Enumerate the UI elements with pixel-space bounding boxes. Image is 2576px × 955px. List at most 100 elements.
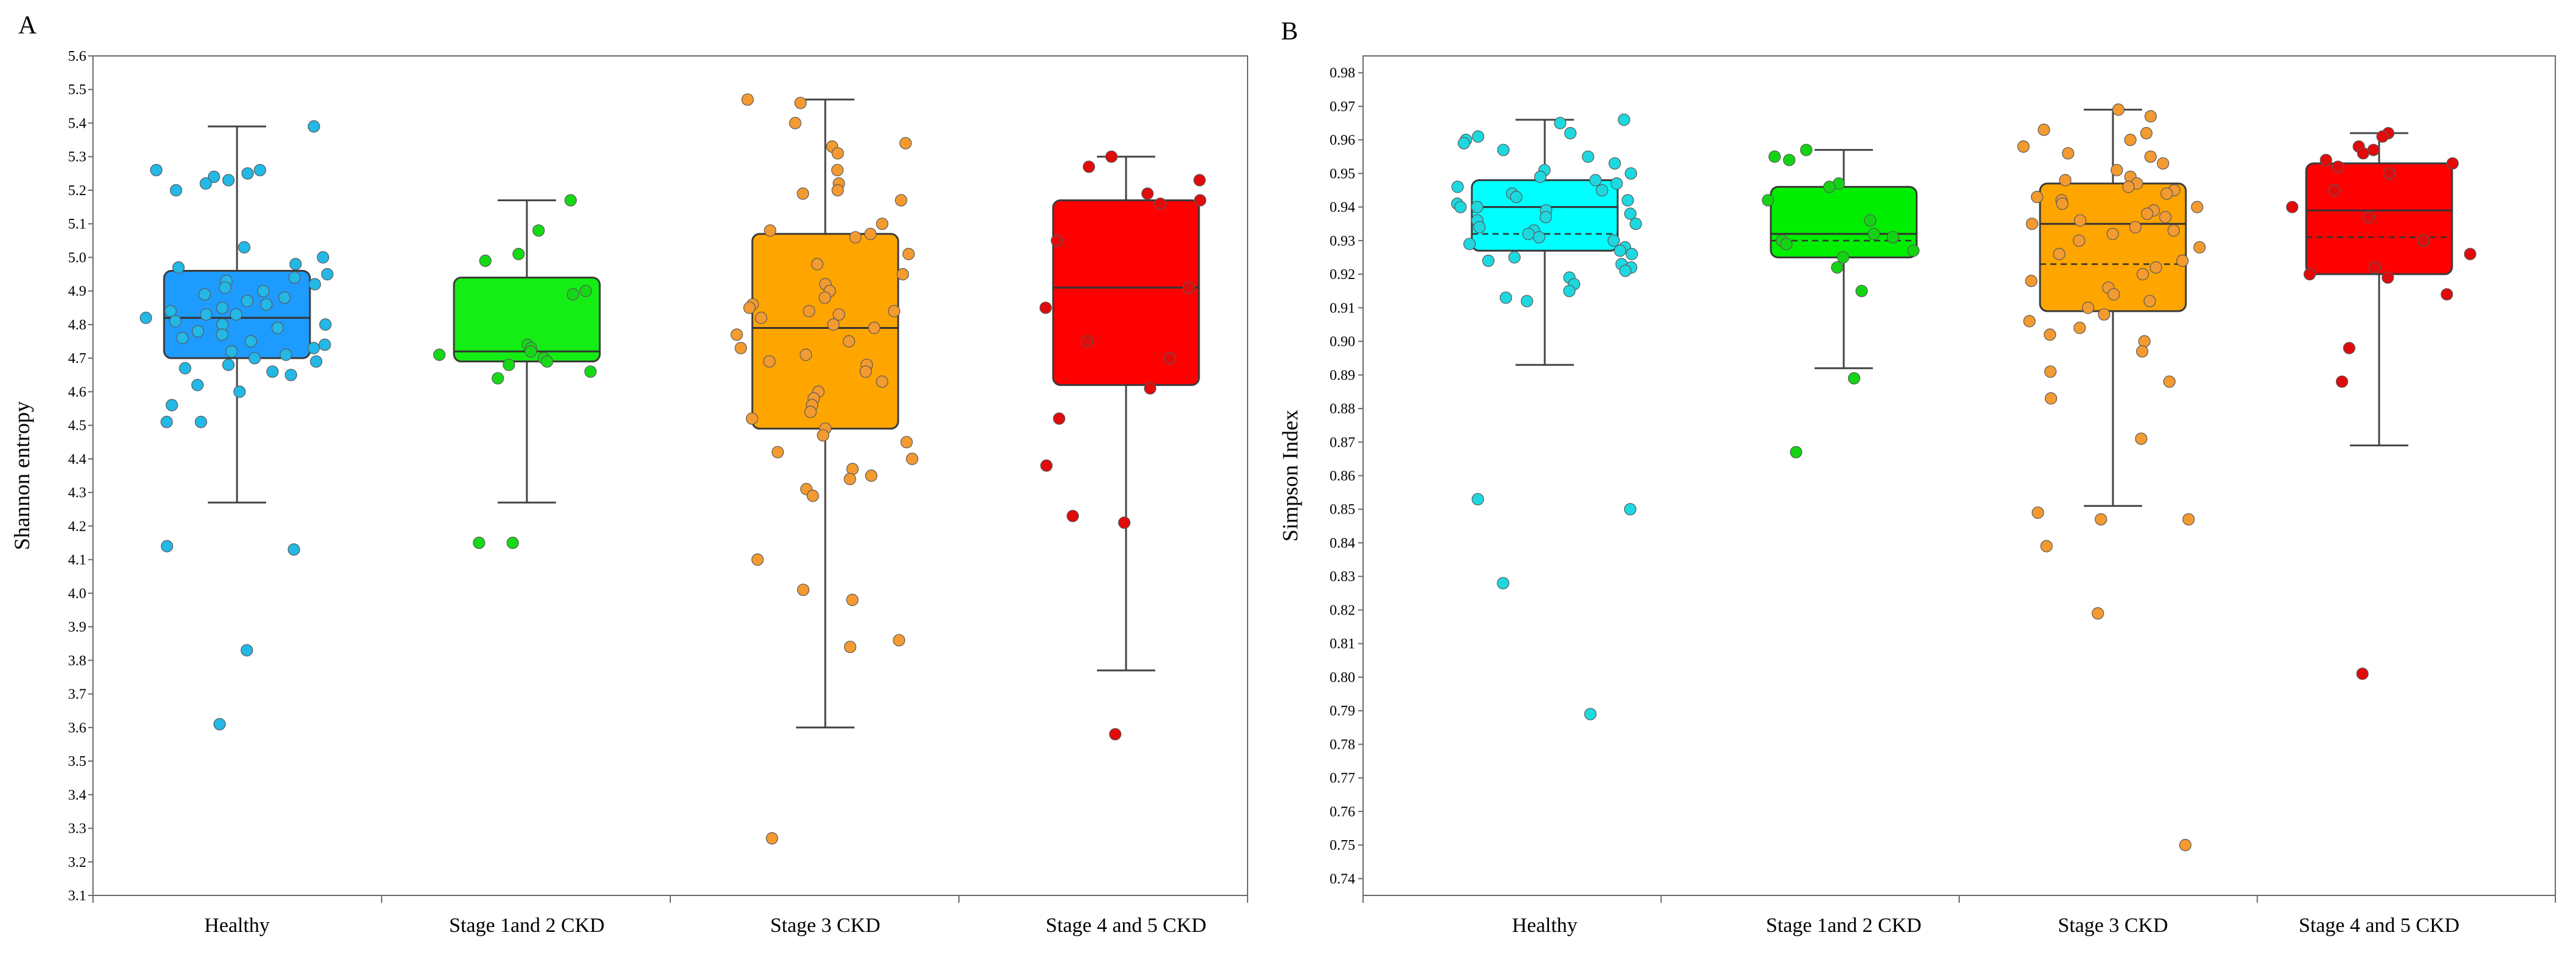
box-healthy: [140, 120, 334, 731]
y-tick-label: 0.78: [1330, 737, 1355, 753]
data-point: [803, 305, 816, 317]
data-point: [2191, 201, 2203, 213]
data-point: [2160, 187, 2173, 200]
data-point: [876, 375, 888, 388]
data-point: [1499, 291, 1513, 304]
data-point: [1194, 194, 1207, 207]
data-point: [506, 536, 519, 550]
data-point: [1497, 143, 1510, 156]
data-point: [241, 295, 253, 308]
data-point: [1626, 247, 1638, 260]
data-point: [564, 194, 577, 207]
data-point: [238, 241, 250, 253]
data-point: [2440, 288, 2453, 301]
data-point: [817, 429, 829, 442]
data-point: [876, 218, 888, 230]
data-point: [2044, 365, 2057, 378]
x-tick-label-stage-3-ckd: Stage 3 CKD: [2058, 914, 2168, 937]
data-point: [2136, 345, 2149, 358]
data-point: [200, 308, 213, 321]
y-tick-label: 4.2: [68, 519, 86, 534]
data-point: [799, 348, 812, 361]
data-point: [794, 97, 807, 109]
data-point: [1609, 157, 1621, 170]
data-point: [199, 177, 212, 190]
data-point: [2145, 110, 2157, 123]
y-tick-label: 4.4: [68, 452, 86, 467]
box-iqr: [1770, 185, 1918, 258]
y-tick-label: 0.95: [1330, 166, 1355, 182]
y-tick-label: 4.8: [68, 317, 86, 333]
data-point: [2356, 667, 2369, 680]
data-point: [1610, 177, 1623, 190]
data-point: [1624, 167, 1637, 180]
data-point: [219, 281, 232, 294]
data-point: [2122, 181, 2135, 193]
y-tick-label: 0.79: [1330, 703, 1355, 719]
data-point: [2383, 167, 2396, 180]
y-tick-label: 5.5: [68, 82, 86, 98]
chart-panel-a: A Shannon entropy 3.1 3.2 3.3 3.4 3.5 3.6 3.7 3.8…: [10, 12, 1248, 937]
y-tick-label: 3.4: [68, 787, 86, 803]
data-point: [831, 184, 844, 197]
data-point: [804, 405, 817, 418]
y-tick-label: 3.5: [68, 754, 86, 770]
y-tick-label: 4.3: [68, 485, 86, 501]
data-point: [222, 174, 235, 187]
points-stage-4-and-5-ckd: [2286, 127, 2476, 680]
data-point: [1907, 244, 1920, 257]
data-point: [1520, 295, 1533, 308]
y-tick-label: 0.91: [1330, 300, 1355, 316]
data-point: [2417, 234, 2430, 247]
data-point: [2135, 432, 2148, 445]
data-point: [1768, 150, 1781, 163]
data-point: [2073, 234, 2086, 247]
data-point: [1473, 221, 1486, 233]
y-tick-label: 5.6: [68, 49, 86, 64]
x-tick-label-stage-1and-2-ckd: Stage 1and 2 CKD: [1766, 914, 1922, 937]
data-point: [1510, 190, 1523, 204]
data-point: [2040, 540, 2053, 553]
data-point: [473, 536, 486, 550]
data-point: [797, 187, 809, 200]
data-point: [2163, 375, 2176, 388]
y-tick-label: 0.87: [1330, 435, 1355, 450]
data-point: [2044, 328, 2056, 341]
data-point: [2193, 241, 2206, 253]
data-point: [2017, 140, 2030, 153]
y-tick-label: 0.89: [1330, 368, 1355, 384]
data-point: [280, 348, 292, 361]
data-point: [524, 345, 537, 358]
data-point: [1607, 234, 1620, 247]
data-point: [1053, 412, 1066, 425]
y-tick-label: 5.3: [68, 150, 86, 165]
y-tick-label: 0.94: [1330, 200, 1355, 216]
data-point: [241, 167, 254, 180]
data-point: [233, 385, 246, 398]
data-point: [2303, 268, 2316, 281]
data-point: [1451, 181, 1464, 193]
data-point: [1051, 234, 1063, 247]
data-point: [2157, 157, 2169, 170]
data-point: [1589, 174, 1602, 187]
y-tick-label: 0.80: [1330, 670, 1355, 686]
data-point: [865, 469, 878, 482]
data-point: [2149, 261, 2162, 274]
y-tick-label: 4.1: [68, 553, 86, 568]
data-point: [2038, 123, 2050, 136]
data-point: [317, 251, 329, 264]
y-tick-label: 0.93: [1330, 233, 1355, 249]
data-point: [1193, 174, 1206, 187]
y-tick-label: 4.9: [68, 284, 86, 300]
data-point: [1831, 261, 1844, 274]
y-tick-label: 0.98: [1330, 66, 1355, 81]
data-point: [284, 368, 297, 381]
x-tick-label-stage-3-ckd: Stage 3 CKD: [770, 914, 880, 937]
data-point: [2357, 147, 2369, 160]
data-point: [319, 318, 332, 331]
data-point: [2106, 227, 2119, 240]
data-point: [751, 553, 764, 566]
box-iqr: [453, 277, 601, 363]
data-point: [2129, 221, 2142, 233]
y-tick-label: 5.0: [68, 250, 86, 266]
